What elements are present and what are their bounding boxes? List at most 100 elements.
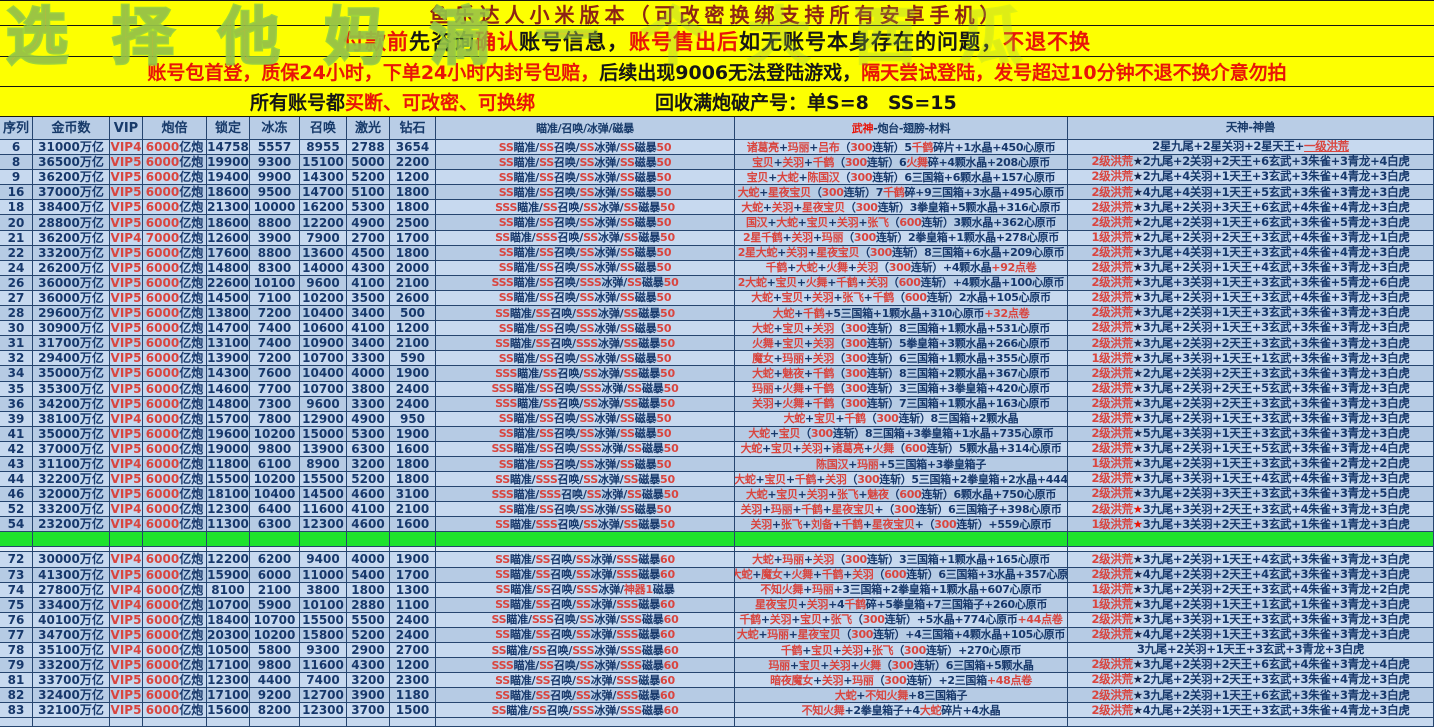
cell-beasts[interactable]: 2级洪荒 ★ 3九尾+2关羽+3天王+3玄武+3朱雀+3青龙+5白虎	[1068, 487, 1434, 502]
cell-diamond[interactable]: 1700	[390, 567, 436, 582]
cell-skills[interactable]: SS 瞄准/SS 召唤/SS 冰弹/SS 磁暴 50	[436, 155, 735, 170]
cell-seq[interactable]: 34	[0, 366, 33, 381]
cell-laser[interactable]: 3800	[347, 381, 390, 396]
cell-skills[interactable]: SS 瞄准/SS 召唤/SS 冰弹/SS 磁暴 50	[436, 426, 735, 441]
cell-lock[interactable]: 8100	[207, 582, 250, 597]
cell-skills[interactable]: SS 瞄准/SS 召唤/SSS 冰弹/神器 1 磁暴	[436, 582, 735, 597]
cell-vip[interactable]: VIP5	[110, 185, 143, 200]
cell-summon[interactable]: 15100	[300, 155, 347, 170]
cell-diamond[interactable]: 1200	[390, 658, 436, 673]
cell-cannon[interactable]: 6000 亿炮	[143, 140, 207, 155]
cell-lock[interactable]: 15600	[207, 703, 250, 718]
cell-summon[interactable]: 13900	[300, 441, 347, 456]
cell-lock[interactable]: 14300	[207, 366, 250, 381]
cell-coins[interactable]: 29400万亿	[33, 351, 110, 366]
cell-wushen[interactable]: 大蛇 + 宝贝 + 千鹤（300 连斩）8三国箱+2颗水晶	[735, 411, 1068, 426]
cell-ice[interactable]: 9200	[250, 688, 300, 703]
empty-cell[interactable]	[735, 718, 1068, 727]
cell-cannon[interactable]: 6000 亿炮	[143, 597, 207, 612]
cell-beasts[interactable]: 2级洪荒 ★ 5九尾+3关羽+1天王+3玄武+3朱雀+3青龙+3白虎	[1068, 426, 1434, 441]
cell-ice[interactable]: 8200	[250, 703, 300, 718]
cell-beasts[interactable]: 2级洪荒 ★ 3九尾+2关羽+1天王+3玄武+4朱雀+3青龙+3白虎	[1068, 290, 1434, 306]
cell-diamond[interactable]: 1800	[390, 185, 436, 200]
cell-skills[interactable]: SS 瞄准/SS 召唤/SSS 冰弹/SS 磁暴 50	[436, 306, 735, 321]
cell-cannon[interactable]: 6000 亿炮	[143, 627, 207, 642]
cell-beasts[interactable]: 2级洪荒 ★ 3九尾+2关羽+3天王+6玄武+4朱雀+4青龙+3白虎	[1068, 200, 1434, 215]
cell-vip[interactable]: VIP5	[110, 336, 143, 351]
cell-seq[interactable]: 39	[0, 411, 33, 426]
cell-wushen[interactable]: 大蛇 + 宝贝 + 关羽 + 张飞 + 魅夜（600 连斩）6颗水晶+750心原币	[735, 487, 1068, 502]
cell-beasts[interactable]: 2级洪荒 ★ 3九尾+3关羽+1天王+3玄武+3朱雀+5青龙+6白虎	[1068, 275, 1434, 290]
cell-lock[interactable]: 17100	[207, 658, 250, 673]
cell-wushen[interactable]: 宝贝 + 大蛇 + 陈国汉（300 连斩）6三国箱+6颗水晶+157心原币	[735, 170, 1068, 185]
cell-beasts[interactable]: 2级洪荒 ★ 3九尾+2关羽+2天王+6玄武+4朱雀+3青龙+4白虎	[1068, 658, 1434, 673]
cell-cannon[interactable]: 6000 亿炮	[143, 582, 207, 597]
column-header-vip[interactable]: VIP	[110, 117, 143, 139]
cell-skills[interactable]: SS 瞄准/SS 召唤/SS 冰弹/SSS 磁暴 60	[436, 673, 735, 688]
cell-beasts[interactable]: 1级洪荒 ★ 3九尾+2关羽+1天王+3玄武+3朱雀+2青龙+2白虎	[1068, 456, 1434, 472]
cell-wushen[interactable]: 2大蛇 + 宝贝 + 火舞 + 千鹤 + 关羽（600 连斩）+4颗水晶+100心原币	[735, 275, 1068, 290]
cell-laser[interactable]: 6300	[347, 441, 390, 456]
cell-summon[interactable]: 11600	[300, 658, 347, 673]
cell-skills[interactable]: SS 瞄准/SS 召唤/SS 冰弹/SS 磁暴 50	[436, 245, 735, 260]
cell-ice[interactable]: 7400	[250, 336, 300, 351]
cell-laser[interactable]: 4100	[347, 321, 390, 336]
cell-lock[interactable]: 15900	[207, 567, 250, 582]
cell-cannon[interactable]: 6000 亿炮	[143, 336, 207, 351]
cell-skills[interactable]: SS 瞄准/SS 召唤/SSS 冰弹/SSS 磁暴 60	[436, 703, 735, 718]
cell-diamond[interactable]: 2400	[390, 627, 436, 642]
separator-cell[interactable]	[347, 547, 390, 552]
cell-seq[interactable]: 20	[0, 215, 33, 230]
cell-wushen[interactable]: 火舞 + 宝贝 + 关羽（300 连斩）5拳皇箱+3颗水晶+266心原币	[735, 336, 1068, 351]
cell-coins[interactable]: 31000万亿	[33, 140, 110, 155]
cell-ice[interactable]: 7400	[250, 321, 300, 336]
cell-skills[interactable]: SS 瞄准/SS 召唤/SSS 冰弹/SSS 磁暴 60	[436, 643, 735, 658]
separator-cell[interactable]	[735, 547, 1068, 552]
cell-skills[interactable]: SS 瞄准/SS 召唤/SS 冰弹/SSS 磁暴 60	[436, 627, 735, 642]
cell-vip[interactable]: VIP5	[110, 245, 143, 260]
cell-diamond[interactable]: 1600	[390, 441, 436, 456]
separator-cell[interactable]	[0, 532, 33, 547]
cell-cannon[interactable]: 6000 亿炮	[143, 487, 207, 502]
empty-cell[interactable]	[1068, 718, 1434, 727]
cell-seq[interactable]: 82	[0, 688, 33, 703]
cell-vip[interactable]: VIP4	[110, 411, 143, 426]
cell-lock[interactable]: 18400	[207, 612, 250, 627]
cell-coins[interactable]: 40100万亿	[33, 612, 110, 627]
cell-vip[interactable]: VIP5	[110, 306, 143, 321]
cell-seq[interactable]: 78	[0, 643, 33, 658]
cell-laser[interactable]: 3300	[347, 351, 390, 366]
cell-cannon[interactable]: 6000 亿炮	[143, 215, 207, 230]
cell-coins[interactable]: 33200万亿	[33, 502, 110, 517]
cell-lock[interactable]: 11800	[207, 456, 250, 472]
separator-cell[interactable]	[250, 547, 300, 552]
cell-beasts[interactable]: 2级洪荒 ★ 3九尾+2关羽+1天王+5玄武+3朱雀+3青龙+4白虎	[1068, 441, 1434, 456]
cell-cannon[interactable]: 6000 亿炮	[143, 396, 207, 411]
cell-skills[interactable]: SSS 瞄准/SS 召唤/SS 冰弹/SS 磁暴 50	[436, 200, 735, 215]
cell-laser[interactable]: 5200	[347, 170, 390, 185]
cell-cannon[interactable]: 6000 亿炮	[143, 321, 207, 336]
cell-cannon[interactable]: 6000 亿炮	[143, 643, 207, 658]
cell-wushen[interactable]: 千鹤 + 关羽 + 宝贝 + 张飞（300 连斩）+5水晶+774心原币 +44点卷	[735, 612, 1068, 627]
cell-ice[interactable]: 10000	[250, 200, 300, 215]
cell-skills[interactable]: SS 瞄准/SS 召唤/SS 冰弹/SS 磁暴 50	[436, 290, 735, 306]
cell-laser[interactable]: 3200	[347, 673, 390, 688]
cell-summon[interactable]: 10200	[300, 290, 347, 306]
cell-lock[interactable]: 18600	[207, 185, 250, 200]
cell-lock[interactable]: 20300	[207, 627, 250, 642]
cell-summon[interactable]: 10400	[300, 306, 347, 321]
cell-skills[interactable]: SSS 瞄准/SS 召唤/SS 冰弹/SS 磁暴 50	[436, 366, 735, 381]
cell-laser[interactable]: 5300	[347, 426, 390, 441]
cell-beasts[interactable]: 2级洪荒 ★ 2九尾+4关羽+1天王+3玄武+3朱雀+4青龙+3白虎	[1068, 170, 1434, 185]
cell-skills[interactable]: SS 瞄准/SS 召唤/SS 冰弹/SS 磁暴 50	[436, 140, 735, 155]
cell-skills[interactable]: SS 瞄准/SS 召唤/SS 冰弹/SS 磁暴 50	[436, 170, 735, 185]
separator-cell[interactable]	[1068, 547, 1434, 552]
cell-skills[interactable]: SS 瞄准/SSS 召唤/SS 冰弹/SS 磁暴 50	[436, 517, 735, 532]
cell-wushen[interactable]: 星夜宝贝 + 关羽 +4 千鹤 碎+5拳皇箱+7三国箱子+260心原币	[735, 597, 1068, 612]
cell-ice[interactable]: 10200	[250, 426, 300, 441]
cell-vip[interactable]: VIP5	[110, 627, 143, 642]
cell-beasts[interactable]: 2级洪荒 ★ 4九尾+4关羽+1天王+5玄武+3朱雀+3青龙+3白虎	[1068, 185, 1434, 200]
empty-cell[interactable]	[347, 718, 390, 727]
cell-laser[interactable]: 4300	[347, 260, 390, 275]
cell-lock[interactable]: 14758	[207, 140, 250, 155]
